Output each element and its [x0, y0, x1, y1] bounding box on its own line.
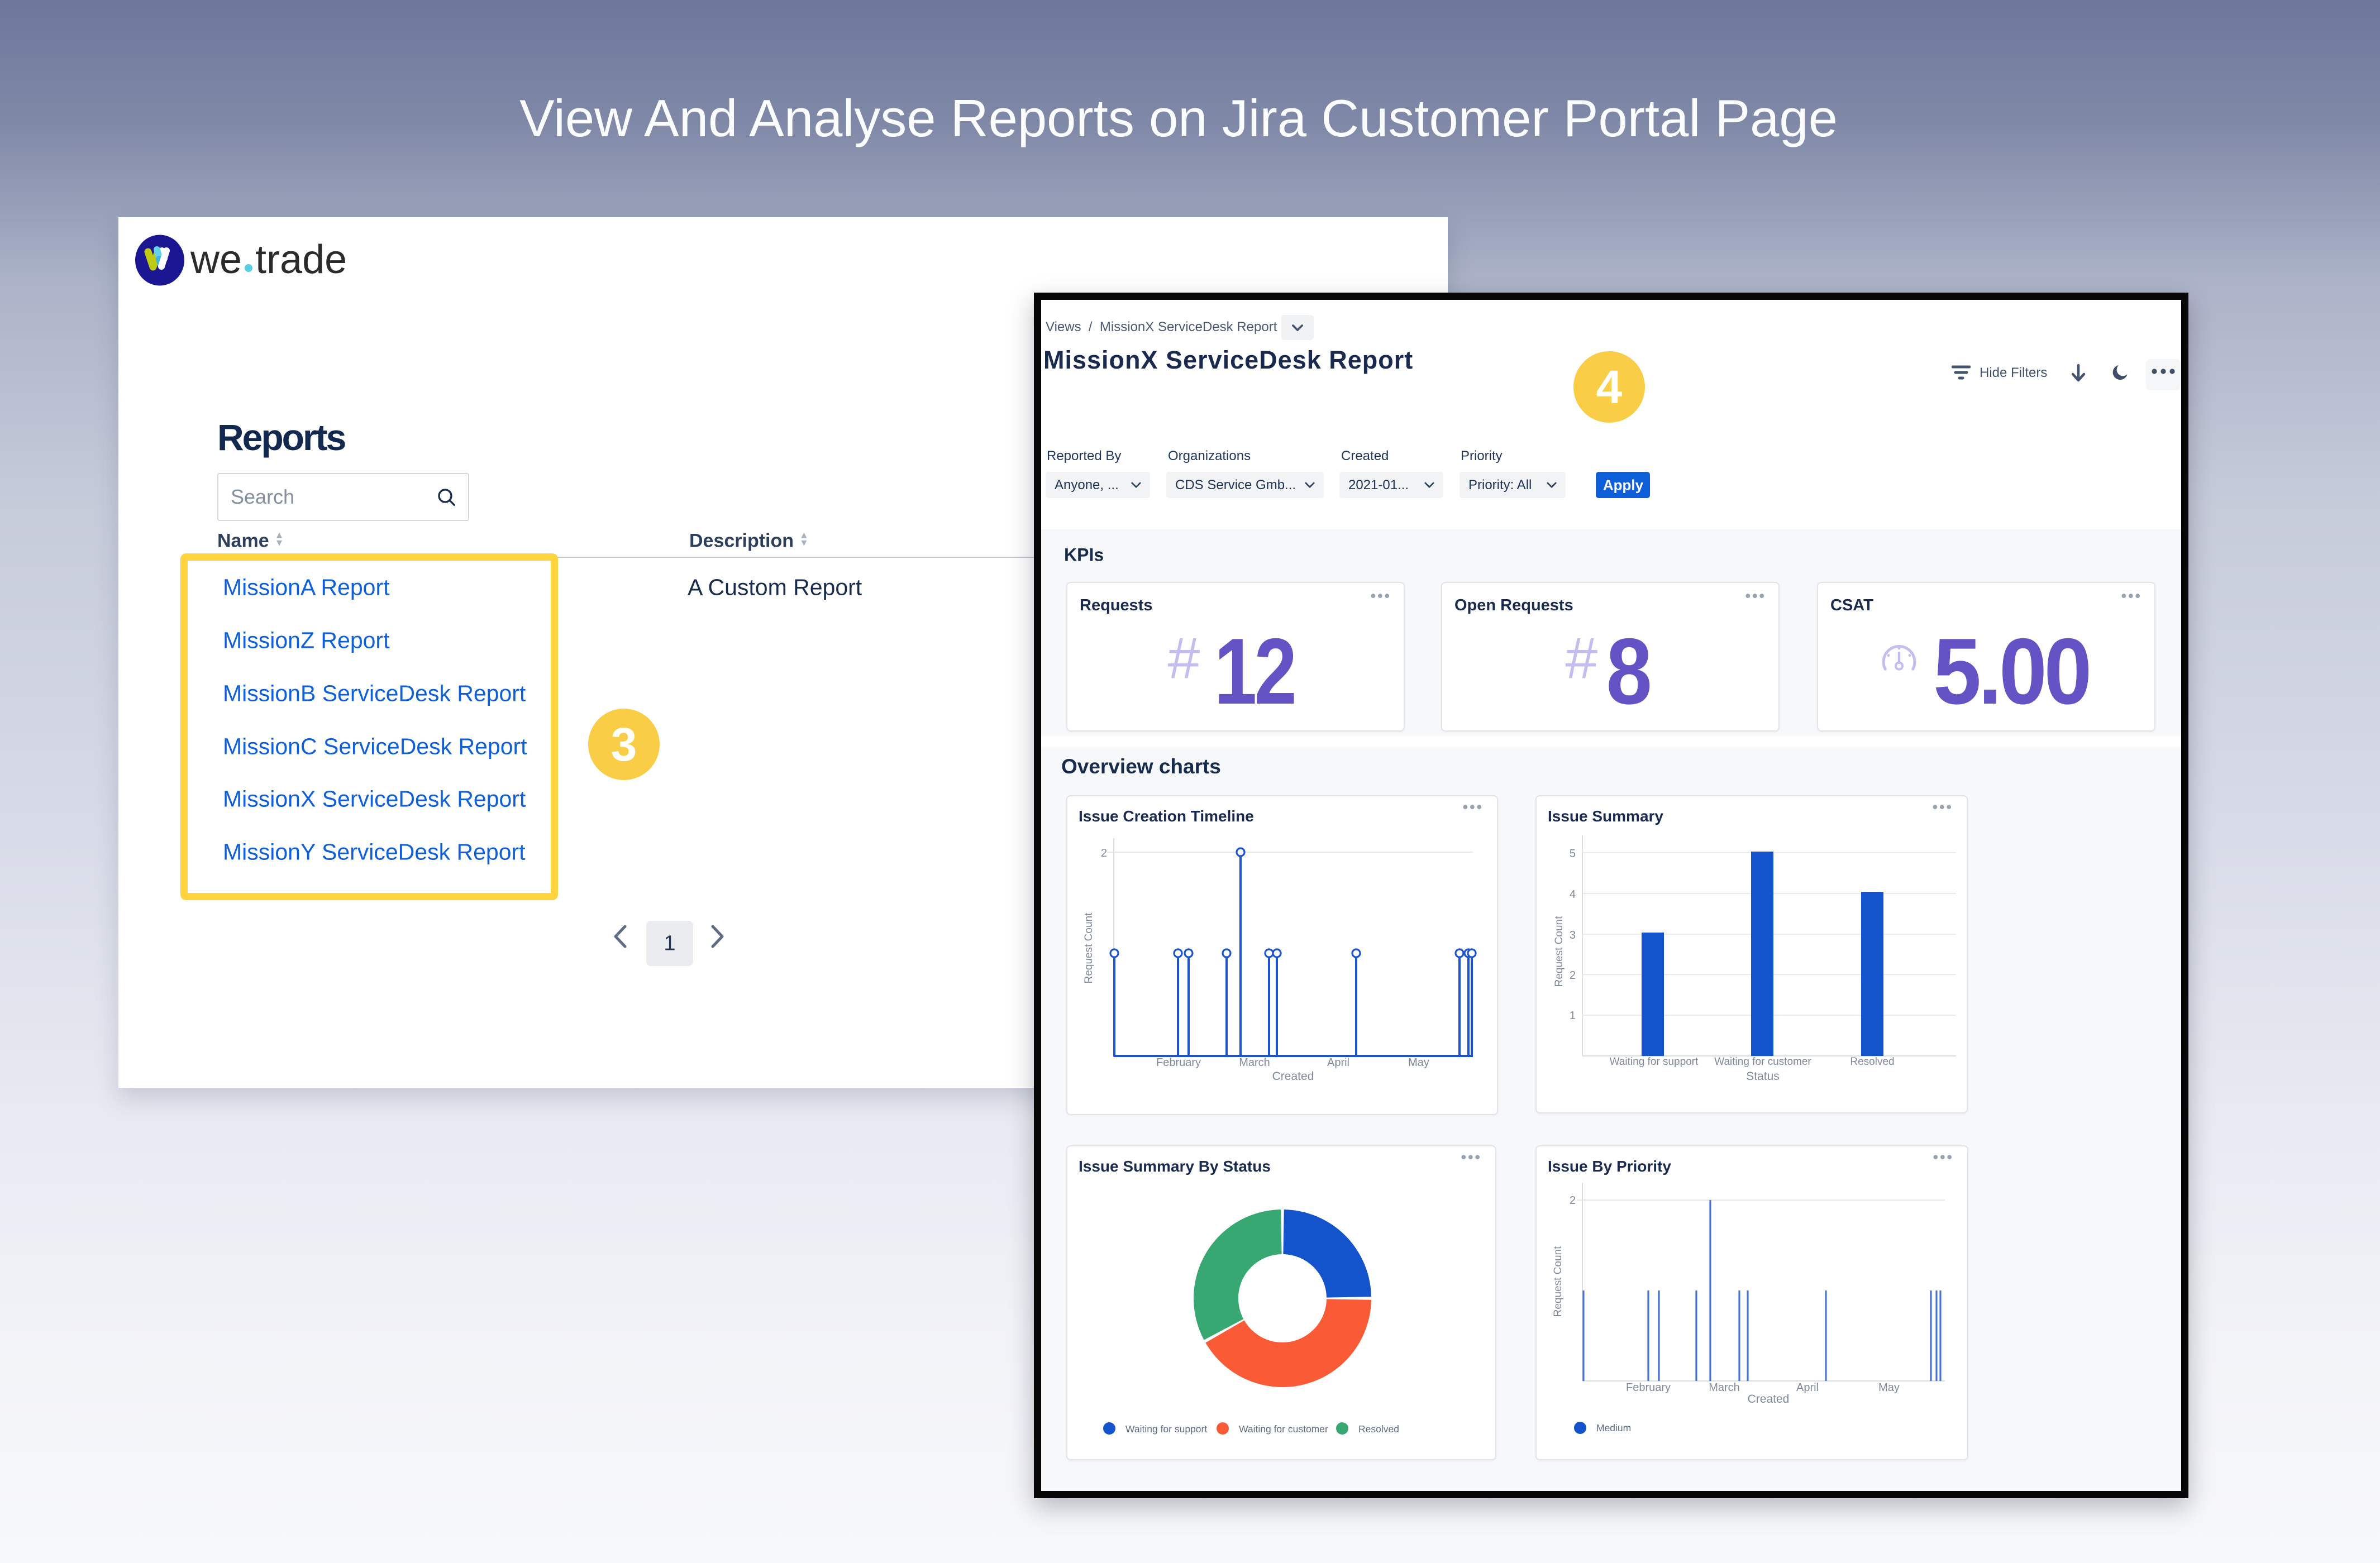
svg-text:Created: Created [1272, 1070, 1314, 1083]
svg-text:Waiting for support: Waiting for support [1610, 1056, 1699, 1068]
svg-text:Waiting for customer: Waiting for customer [1239, 1423, 1328, 1435]
svg-text:3: 3 [1570, 929, 1576, 941]
svg-text:2: 2 [1570, 969, 1576, 982]
svg-text:February: February [1156, 1057, 1201, 1069]
svg-text:1: 1 [1570, 1010, 1576, 1022]
svg-text:April: April [1796, 1382, 1819, 1394]
svg-text:Medium: Medium [1596, 1422, 1631, 1433]
svg-text:May: May [1878, 1382, 1900, 1394]
svg-text:2: 2 [1570, 1194, 1576, 1207]
svg-text:2: 2 [1101, 847, 1107, 859]
svg-text:May: May [1408, 1057, 1429, 1069]
svg-text:March: March [1239, 1057, 1270, 1069]
svg-text:4: 4 [1570, 888, 1576, 901]
svg-text:Request Count: Request Count [1552, 1246, 1564, 1317]
svg-text:Resolved: Resolved [1850, 1056, 1894, 1068]
svg-text:Request Count: Request Count [1083, 912, 1095, 983]
svg-text:Status: Status [1746, 1070, 1780, 1083]
svg-text:Created: Created [1748, 1393, 1790, 1406]
svg-text:Resolved: Resolved [1358, 1423, 1399, 1435]
svg-text:Waiting for support: Waiting for support [1125, 1423, 1207, 1435]
svg-text:Waiting for customer: Waiting for customer [1714, 1056, 1811, 1068]
svg-text:Request Count: Request Count [1553, 916, 1565, 987]
svg-text:5: 5 [1570, 848, 1576, 860]
svg-text:February: February [1626, 1382, 1671, 1394]
svg-text:April: April [1327, 1057, 1349, 1069]
svg-text:March: March [1709, 1382, 1740, 1394]
